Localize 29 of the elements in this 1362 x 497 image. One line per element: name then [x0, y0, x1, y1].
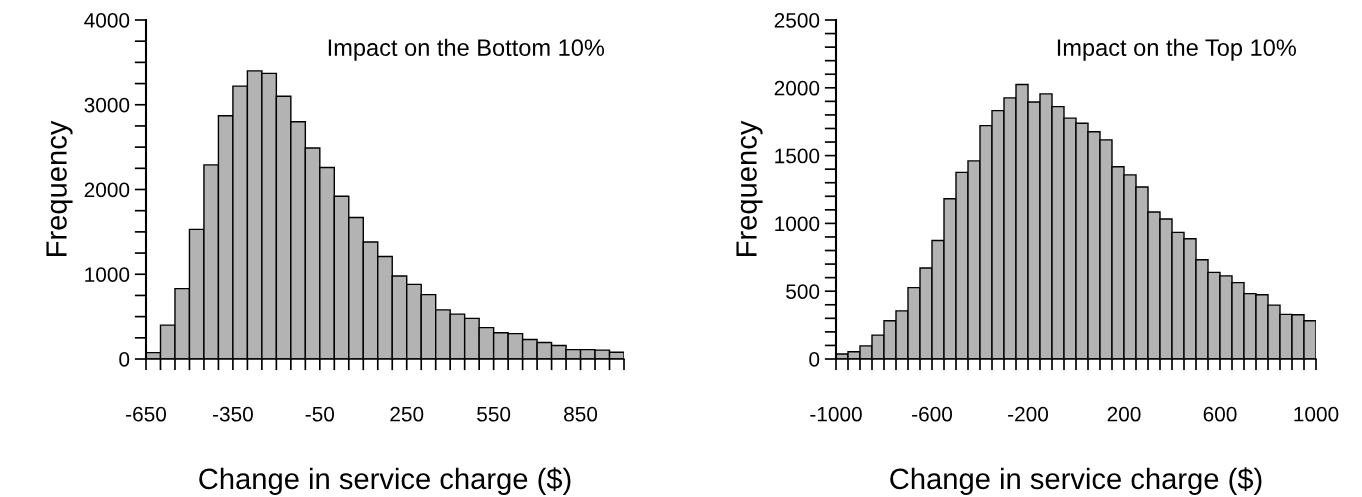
x-axis-title: Change in service charge ($)	[199, 467, 571, 495]
y-axis-title: Frequency	[736, 120, 763, 256]
x-axis-title: Change in service charge ($)	[890, 467, 1262, 495]
y-tick-label: 1000	[775, 216, 820, 232]
x-tick-label: 250	[390, 406, 424, 422]
y-axis-title: Frequency	[46, 120, 73, 256]
x-tick-label: 550	[477, 406, 511, 422]
x-tick-label: -650	[126, 406, 167, 422]
x-tick-label: -50	[305, 406, 335, 422]
y-tick-label: 500	[786, 284, 820, 299]
y-tick-label: 2000	[774, 80, 820, 96]
x-tick-label: -1000	[810, 406, 862, 422]
y-tick-label: 3000	[84, 97, 130, 113]
x-tick-label: 850	[564, 406, 598, 422]
y-tick-label: 0	[119, 352, 130, 367]
x-tick-label: -200	[1008, 406, 1049, 422]
text: Impact on the Bottom 10%	[328, 38, 605, 61]
y-tick-label: 1000	[85, 267, 130, 282]
x-tick-label: -350	[212, 406, 253, 422]
y-tick-label: 2500	[774, 13, 820, 28]
y-tick-label: 0	[809, 352, 820, 367]
x-tick-label: 200	[1107, 406, 1141, 422]
x-tick-label: 1000	[1294, 406, 1339, 422]
y-tick-label: 4000	[84, 13, 130, 28]
text: Impact on the Top 10%	[1057, 38, 1296, 61]
y-tick-label: 1500	[775, 148, 820, 164]
x-tick-label: 600	[1203, 406, 1237, 422]
y-tick-label: 2000	[84, 182, 130, 198]
x-tick-label: -600	[912, 406, 953, 422]
